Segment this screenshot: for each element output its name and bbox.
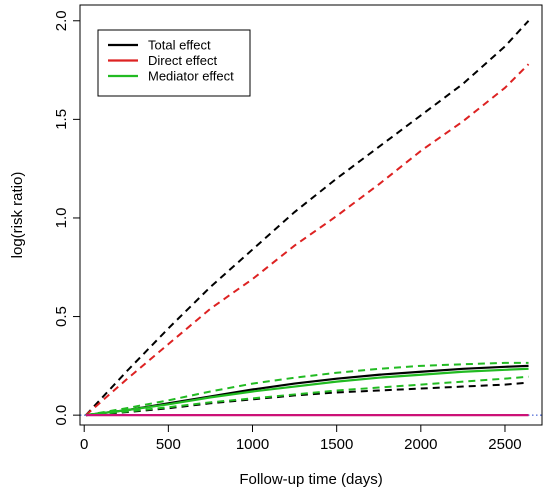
y-tick-label: 0.0 (53, 405, 70, 426)
x-tick-label: 0 (80, 436, 88, 453)
legend-box (97, 29, 251, 97)
y-tick-label: 1.5 (53, 109, 70, 130)
plot-frame (79, 4, 543, 426)
x-axis-title: Follow-up time (days) (239, 471, 382, 488)
x-tick-label: 2500 (488, 436, 521, 453)
x-tick-label: 1500 (320, 436, 353, 453)
plot-area (79, 4, 543, 426)
x-tick-label: 1000 (236, 436, 269, 453)
series-mediator-effect-line (85, 367, 529, 417)
x-tick-label: 2000 (404, 436, 437, 453)
series-lines (85, 20, 530, 417)
series-direct-effect-upper-bound-line (85, 63, 530, 416)
legend-label: Mediator effect (148, 69, 234, 84)
y-axis-title: log(risk ratio) (9, 172, 26, 259)
legend-label: Total effect (148, 38, 211, 53)
series-mediator-effect-upper-bound-line (85, 361, 529, 417)
x-axis: 0 500 1000 1500 2000 2500 (80, 425, 522, 453)
legend-label: Direct effect (148, 53, 218, 68)
series-total-effect-upper-bound-line (85, 20, 530, 416)
y-tick-label: 0.5 (53, 306, 70, 327)
x-tick-label: 500 (156, 436, 181, 453)
y-tick-label: 2.0 (53, 10, 70, 31)
y-tick-label: 1.0 (53, 208, 70, 229)
series-mediator-effect-lower-bound-line (85, 375, 529, 417)
y-axis: 0.0 0.5 1.0 1.5 2.0 (53, 10, 80, 426)
